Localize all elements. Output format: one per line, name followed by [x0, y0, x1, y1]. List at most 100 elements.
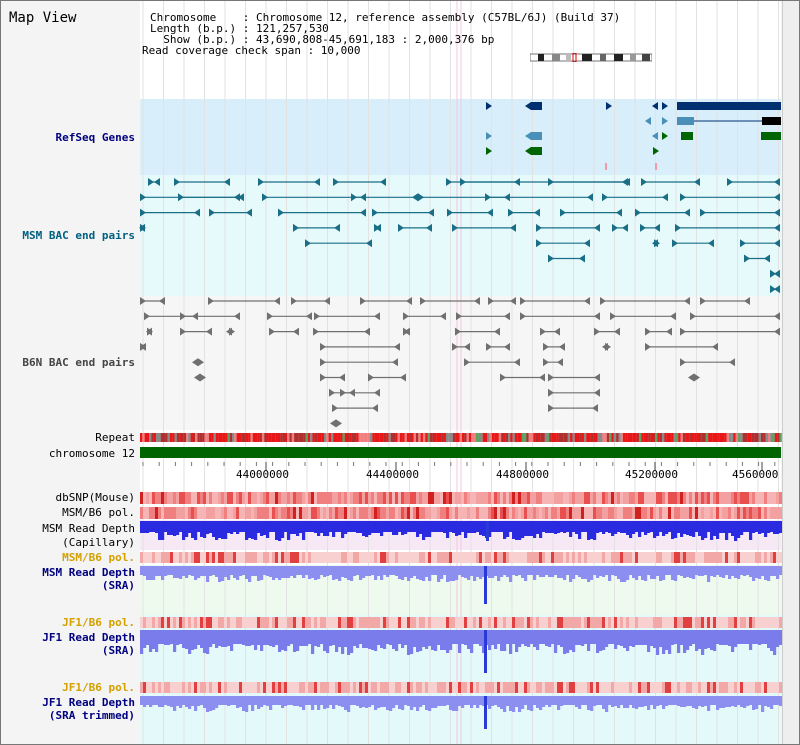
b6n-bac-end: [234, 312, 240, 321]
msm-pol-cell: [680, 507, 684, 519]
msm-cap-depth-bar: [362, 521, 366, 536]
jf1-pol2-cell: [338, 682, 342, 693]
b6n-bac-end: [712, 342, 718, 351]
msm-pol2-cell: [629, 552, 633, 563]
dbsnp-cell: [701, 492, 705, 504]
msm-sra-depth-bar: [416, 566, 420, 579]
track-label-chromosome[interactable]: chromosome 12: [48, 447, 135, 460]
msm-pol-cell: [710, 507, 714, 519]
dbsnp-cell: [740, 492, 744, 504]
jf1-pol2-cell: [668, 682, 672, 693]
jf1-sra-depth-bar: [482, 630, 486, 653]
jf1-pol2-cell: [143, 682, 147, 693]
msm-pol-cell: [392, 507, 396, 519]
msm-pol2-cell: [437, 552, 441, 563]
dbsnp-cell: [776, 492, 780, 504]
msm-pol2-cell: [662, 552, 666, 563]
repeat-block: [570, 433, 573, 442]
msm-pol-cell: [173, 507, 177, 519]
msm-sra-depth-bar: [761, 566, 765, 576]
msm-bac-end: [508, 208, 514, 217]
msm-cap-depth-bar: [656, 521, 660, 536]
jf1-sra-depth-bar: [779, 630, 783, 645]
dbsnp-cell: [713, 492, 717, 504]
jf1-trim-depth-bar: [209, 696, 213, 711]
dbsnp-cell: [728, 492, 732, 504]
jf1-pol-cell: [344, 617, 348, 628]
msm-pol-cell: [551, 507, 555, 519]
track-label-msm-depth-sra-1[interactable]: MSM Read Depth: [42, 566, 135, 579]
msm-pol2-cell: [329, 552, 333, 563]
msm-cap-depth-bar: [629, 521, 633, 538]
msm-bac-end: [366, 239, 372, 248]
track-label-jf1-depth-sra-1[interactable]: JF1 Read Depth: [42, 631, 135, 644]
msm-pol2-cell: [299, 552, 303, 563]
jf1-trim-depth-bar: [152, 696, 156, 705]
jf1-pol-cell: [245, 617, 249, 628]
jf1-sra-depth-bar: [425, 630, 429, 649]
chromosome-ideogram[interactable]: [530, 53, 652, 62]
gene-arrow: [486, 132, 492, 140]
track-label-jf1-depth-trim-1[interactable]: JF1 Read Depth: [42, 696, 135, 709]
msm-cap-depth-bar: [593, 521, 597, 540]
jf1-trim-depth-bar: [464, 696, 468, 705]
repeat-block: [496, 433, 499, 442]
dbsnp-cell: [473, 492, 477, 504]
repeat-block: [243, 433, 246, 442]
jf1-sra-depth-bar: [698, 630, 702, 649]
jf1-pol2-cell: [260, 682, 264, 693]
msm-pol-cell: [191, 507, 195, 519]
jf1-trim-depth-bar: [605, 696, 609, 712]
track-label-repeat[interactable]: Repeat: [95, 431, 135, 444]
msm-pol2-cell: [428, 552, 432, 563]
track-label-b6n-bac[interactable]: B6N BAC end pairs: [22, 356, 135, 369]
msm-pol2-cell: [545, 552, 549, 563]
msm-pol-cell: [413, 507, 417, 519]
jf1-trim-depth-bar: [587, 696, 591, 710]
jf1-pol-cell: [161, 617, 165, 628]
repeat-block: [763, 433, 766, 442]
jf1-pol-cell: [551, 617, 555, 628]
msm-sra-depth-bar: [626, 566, 630, 580]
repeat-block: [370, 433, 373, 442]
track-label-msm-b6-pol[interactable]: MSM/B6 pol.: [62, 506, 135, 519]
track-label-jf1-b6-pol-2[interactable]: JF1/B6 pol.: [62, 681, 135, 694]
jf1-sra-depth-bar: [260, 630, 264, 651]
track-label-dbsnp[interactable]: dbSNP(Mouse): [55, 491, 135, 504]
msm-sra-depth-bar: [752, 566, 756, 581]
jf1-trim-depth-bar: [158, 696, 162, 707]
track-label-msm-bac[interactable]: MSM BAC end pairs: [22, 229, 135, 242]
jf1-sra-depth-bar: [644, 630, 648, 645]
msm-cap-depth-bar: [389, 521, 393, 532]
jf1-pol2-cell: [566, 682, 570, 693]
msm-cap-depth-bar: [566, 521, 570, 532]
dbsnp-cell: [419, 492, 423, 504]
jf1-sra-depth-bar: [197, 630, 201, 645]
msm-pol2-cell: [302, 552, 306, 563]
jf1-trim-depth-bar: [254, 696, 258, 705]
jf1-pol-cell: [719, 617, 723, 628]
gene-exon: [681, 132, 693, 140]
track-label-jf1-b6-pol[interactable]: JF1/B6 pol.: [62, 616, 135, 629]
msm-pol-cell: [737, 507, 741, 519]
msm-pol-cell: [692, 507, 696, 519]
jf1-trim-depth-bar: [734, 696, 738, 707]
jf1-sra-depth-bar: [695, 630, 699, 651]
repeat-block: [724, 433, 727, 442]
vertical-scrollbar[interactable]: [782, 0, 800, 745]
msm-cap-depth-bar: [209, 521, 213, 533]
jf1-sra-depth-bar: [716, 630, 720, 644]
repeat-block: [310, 433, 313, 442]
msm-sra-depth-bar: [371, 566, 375, 575]
b6n-bac-end: [543, 342, 549, 351]
msm-sra-depth-bar: [617, 566, 621, 579]
msm-pol-cell: [410, 507, 414, 519]
jf1-sra-depth-bar: [758, 630, 762, 645]
track-label-msm-b6-pol-2[interactable]: MSM/B6 pol.: [62, 551, 135, 564]
jf1-sra-depth-bar: [392, 630, 396, 649]
track-label-msm-depth-cap-1[interactable]: MSM Read Depth: [42, 522, 135, 535]
repeat-block: [422, 433, 426, 442]
track-label-refseq-genes[interactable]: RefSeq Genes: [55, 131, 135, 144]
dbsnp-cell: [446, 492, 450, 504]
